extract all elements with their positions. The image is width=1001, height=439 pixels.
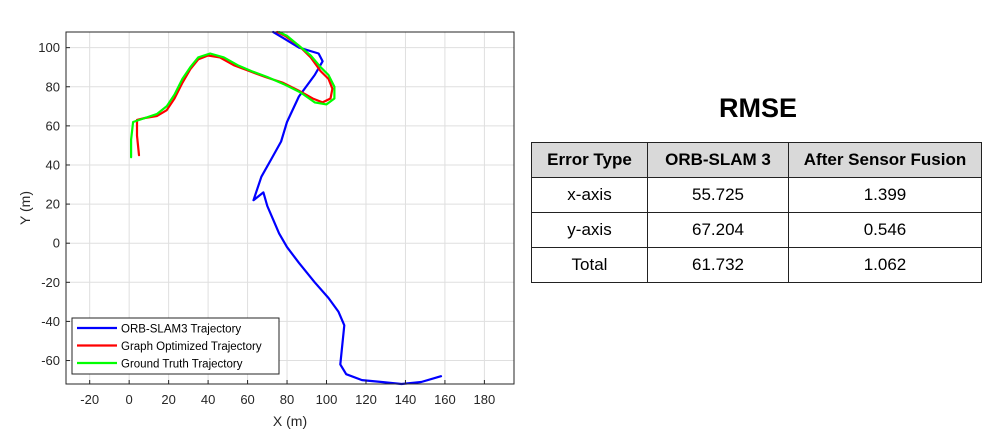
trajectory-plot: -20 0 20 40 60 80 100 120 140 160 180 -60 -40 -20 0 20 4… [17, 30, 515, 429]
fusion-value: 1.062 [788, 247, 982, 283]
y-tick-label: 0 [53, 236, 60, 251]
header-error-type: Error Type [531, 142, 648, 178]
x-tick-label: 0 [126, 392, 133, 407]
y-tick-label: -60 [41, 353, 60, 368]
orb-slam3-trajectory-line [252, 30, 443, 386]
orb-slam3-value: 61.732 [647, 247, 789, 283]
header-after-sensor-fusion: After Sensor Fusion [788, 142, 982, 178]
fusion-value: 0.546 [788, 212, 982, 248]
orb-slam3-value: 67.204 [647, 212, 789, 248]
y-tick-label: 80 [46, 79, 60, 94]
y-tick-label: 40 [46, 157, 60, 172]
x-tick-label: 60 [240, 392, 254, 407]
legend: ORB-SLAM3 Trajectory Graph Optimized Traj… [71, 317, 280, 375]
y-tick-label: 20 [46, 197, 60, 212]
x-tick-label: 180 [474, 392, 496, 407]
row-label: Total [531, 247, 648, 283]
row-label: x-axis [531, 177, 648, 213]
x-tick-label: -20 [80, 392, 99, 407]
fusion-value: 1.399 [788, 177, 982, 213]
legend-item-ground-truth: Ground Truth Trajectory [121, 359, 243, 371]
row-label: y-axis [531, 212, 648, 248]
x-tick-label: 140 [395, 392, 417, 407]
x-tick-label: 80 [280, 392, 294, 407]
header-orb-slam3: ORB-SLAM 3 [647, 142, 789, 178]
x-tick-label: 120 [355, 392, 377, 407]
y-tick-label: -20 [41, 275, 60, 290]
x-tick-label: 100 [316, 392, 338, 407]
y-tick-label: 60 [46, 118, 60, 133]
legend-item-orb-slam3: ORB-SLAM3 Trajectory [121, 324, 241, 336]
x-tick-label: 20 [161, 392, 175, 407]
plot-frame [65, 31, 515, 385]
table-row: y-axis 67.204 0.546 [531, 212, 982, 248]
ground-truth-trajectory-line [130, 30, 336, 159]
legend-item-graph-optimized: Graph Optimized Trajectory [121, 341, 262, 353]
table-row: Total 61.732 1.062 [531, 247, 982, 283]
rmse-table: Error Type ORB-SLAM 3 After Sensor Fusio… [531, 142, 982, 283]
grid-lines [66, 32, 514, 384]
series-layer [130, 30, 443, 386]
y-tick-label: 100 [38, 40, 60, 55]
y-tick-label: -40 [41, 314, 60, 329]
x-axis-label: X (m) [273, 413, 307, 429]
table-header-row: Error Type ORB-SLAM 3 After Sensor Fusio… [531, 142, 982, 178]
rmse-title: RMSE [718, 93, 797, 123]
x-tick-label: 160 [434, 392, 456, 407]
x-tick-label: 40 [201, 392, 215, 407]
table-row: x-axis 55.725 1.399 [531, 177, 982, 213]
orb-slam3-value: 55.725 [647, 177, 789, 213]
y-axis-label: Y (m) [17, 191, 33, 225]
axis-ticks: -20 0 20 40 60 80 100 120 140 160 180 -60 -40 -20 0 20 4… [38, 40, 495, 407]
